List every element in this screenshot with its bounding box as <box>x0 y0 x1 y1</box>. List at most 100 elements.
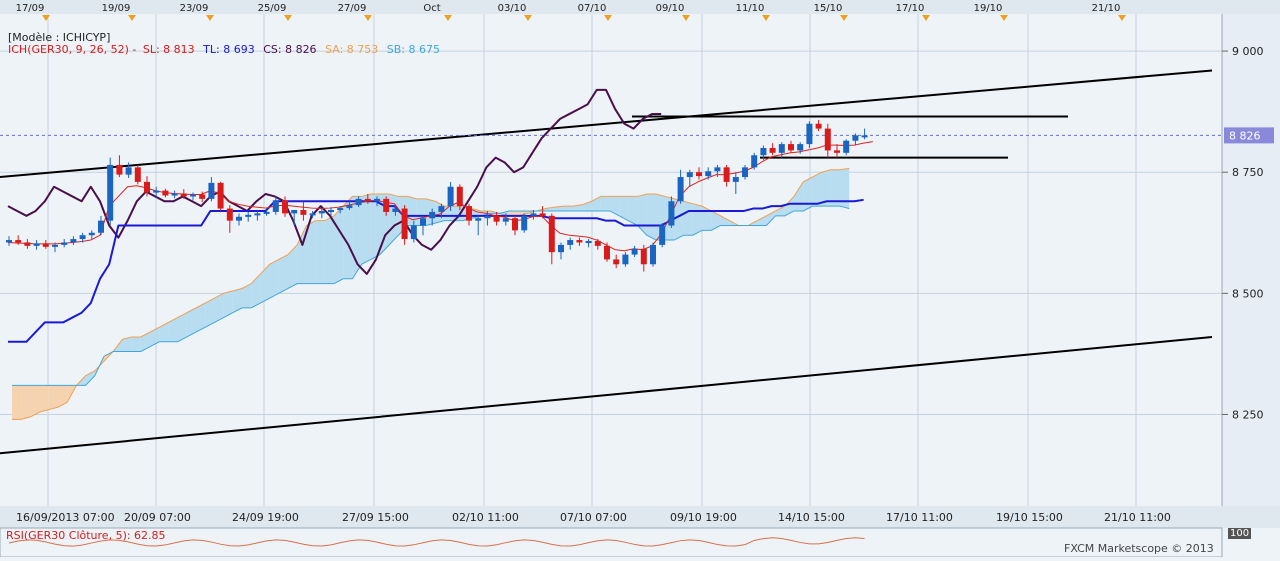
candle-up <box>328 210 334 212</box>
cloud-segment <box>821 169 831 207</box>
cloud-segment <box>812 172 822 207</box>
bottom-time-label: 24/09 19:00 <box>232 511 299 524</box>
date-marker-icon <box>206 15 214 21</box>
rsi-panel <box>0 527 1223 558</box>
cloud-segment <box>39 385 49 413</box>
candle-down <box>512 218 518 231</box>
candle-up <box>686 172 693 178</box>
cloud-segment <box>306 220 316 284</box>
cloud-segment <box>168 317 178 342</box>
candle-up <box>843 140 850 153</box>
candle-up <box>558 244 564 253</box>
candle-up <box>714 167 721 172</box>
kijun-sen-line <box>8 198 864 343</box>
sa-value: SA: 8 753 <box>325 43 379 56</box>
candle-up <box>392 208 399 212</box>
cloud-segment <box>269 259 279 299</box>
candle-down <box>548 215 555 253</box>
candle-up <box>861 135 868 138</box>
candle-down <box>199 194 206 199</box>
candle-down <box>300 210 307 215</box>
cloud-segment <box>646 194 656 241</box>
cloud-segment <box>232 288 242 313</box>
candle-up <box>337 208 344 211</box>
cloud-segment <box>186 307 196 337</box>
candle-up <box>318 210 325 214</box>
cloud-segment <box>343 196 353 279</box>
cloud-segment <box>784 196 794 216</box>
candle-up <box>484 215 491 219</box>
candle-up <box>650 244 656 265</box>
lower-trendline <box>0 335 1213 455</box>
cloud-segment <box>205 298 215 328</box>
top-date-label: 17/10 <box>896 3 925 14</box>
cloud-segment <box>775 206 785 216</box>
cloud-segment <box>840 168 850 209</box>
top-date-label: 23/09 <box>180 3 209 14</box>
cloud-segment <box>370 194 380 260</box>
bottom-time-label: 09/10 19:00 <box>670 511 737 524</box>
candle-up <box>705 171 712 177</box>
candle-up <box>429 211 436 219</box>
candle-up <box>236 216 242 221</box>
candle-down <box>815 123 822 129</box>
candle-up <box>153 190 160 193</box>
cloud-segment <box>150 327 160 347</box>
candle-up <box>521 215 528 231</box>
candle-up <box>585 241 592 244</box>
cloud-segment <box>518 210 528 216</box>
candle-up <box>742 167 748 178</box>
candle-down <box>723 167 730 182</box>
bottom-time-label: 16/09/2013 07:00 <box>16 511 115 524</box>
cloud-segment <box>582 201 592 211</box>
cloud-segment <box>407 196 417 226</box>
cloud-segment <box>564 206 574 211</box>
candle-down <box>466 206 472 221</box>
cs-value: CS: 8 826 <box>263 43 317 56</box>
bottom-time-label: 27/09 15:00 <box>342 511 409 524</box>
candle-up <box>98 220 104 233</box>
indicator-legend: ICH(GER30, 9, 26, 52) - SL: 8 813 TL: 8 … <box>8 43 440 56</box>
candle-up <box>751 155 758 168</box>
candle-up <box>88 232 95 236</box>
top-date-label: 15/10 <box>814 3 843 14</box>
cloud-segment <box>692 203 702 236</box>
bottom-time-bar <box>0 506 1280 528</box>
price-tick-label: 8 250 <box>1232 408 1264 421</box>
cloud-segment <box>223 290 233 318</box>
top-date-label: 27/09 <box>338 3 367 14</box>
candle-up <box>668 201 675 226</box>
senkou-span-b-line <box>12 205 850 386</box>
candle-down <box>696 172 702 177</box>
candlestick-series <box>6 119 868 272</box>
candle-up <box>852 135 859 141</box>
cloud-segment <box>361 194 371 265</box>
cloud-segment <box>122 336 132 352</box>
candle-down <box>383 198 390 212</box>
sb-value: SB: 8 675 <box>386 43 441 56</box>
candle-up <box>171 193 178 196</box>
bottom-time-label: 19/10 15:00 <box>996 511 1063 524</box>
candle-up <box>254 213 261 216</box>
candle-down <box>15 240 22 243</box>
top-date-bar <box>0 0 1280 14</box>
candle-down <box>640 248 647 265</box>
model-label: [Modèle : ICHICYP] <box>8 31 111 44</box>
last-price-label: 8 826 <box>1229 129 1261 142</box>
candle-up <box>125 167 132 175</box>
candle-down <box>134 167 141 182</box>
candle-down <box>769 147 776 153</box>
cloud-segment <box>444 206 454 221</box>
candle-down <box>226 208 233 221</box>
cloud-segment <box>628 196 638 226</box>
candle-down <box>493 215 500 222</box>
top-date-label: 25/09 <box>258 3 287 14</box>
top-date-label: 19/10 <box>974 3 1003 14</box>
bottom-time-label: 02/10 11:00 <box>452 511 519 524</box>
rsi-line <box>8 537 865 547</box>
candle-down <box>604 245 610 260</box>
candle-up <box>272 200 279 212</box>
cloud-segment <box>21 385 31 420</box>
